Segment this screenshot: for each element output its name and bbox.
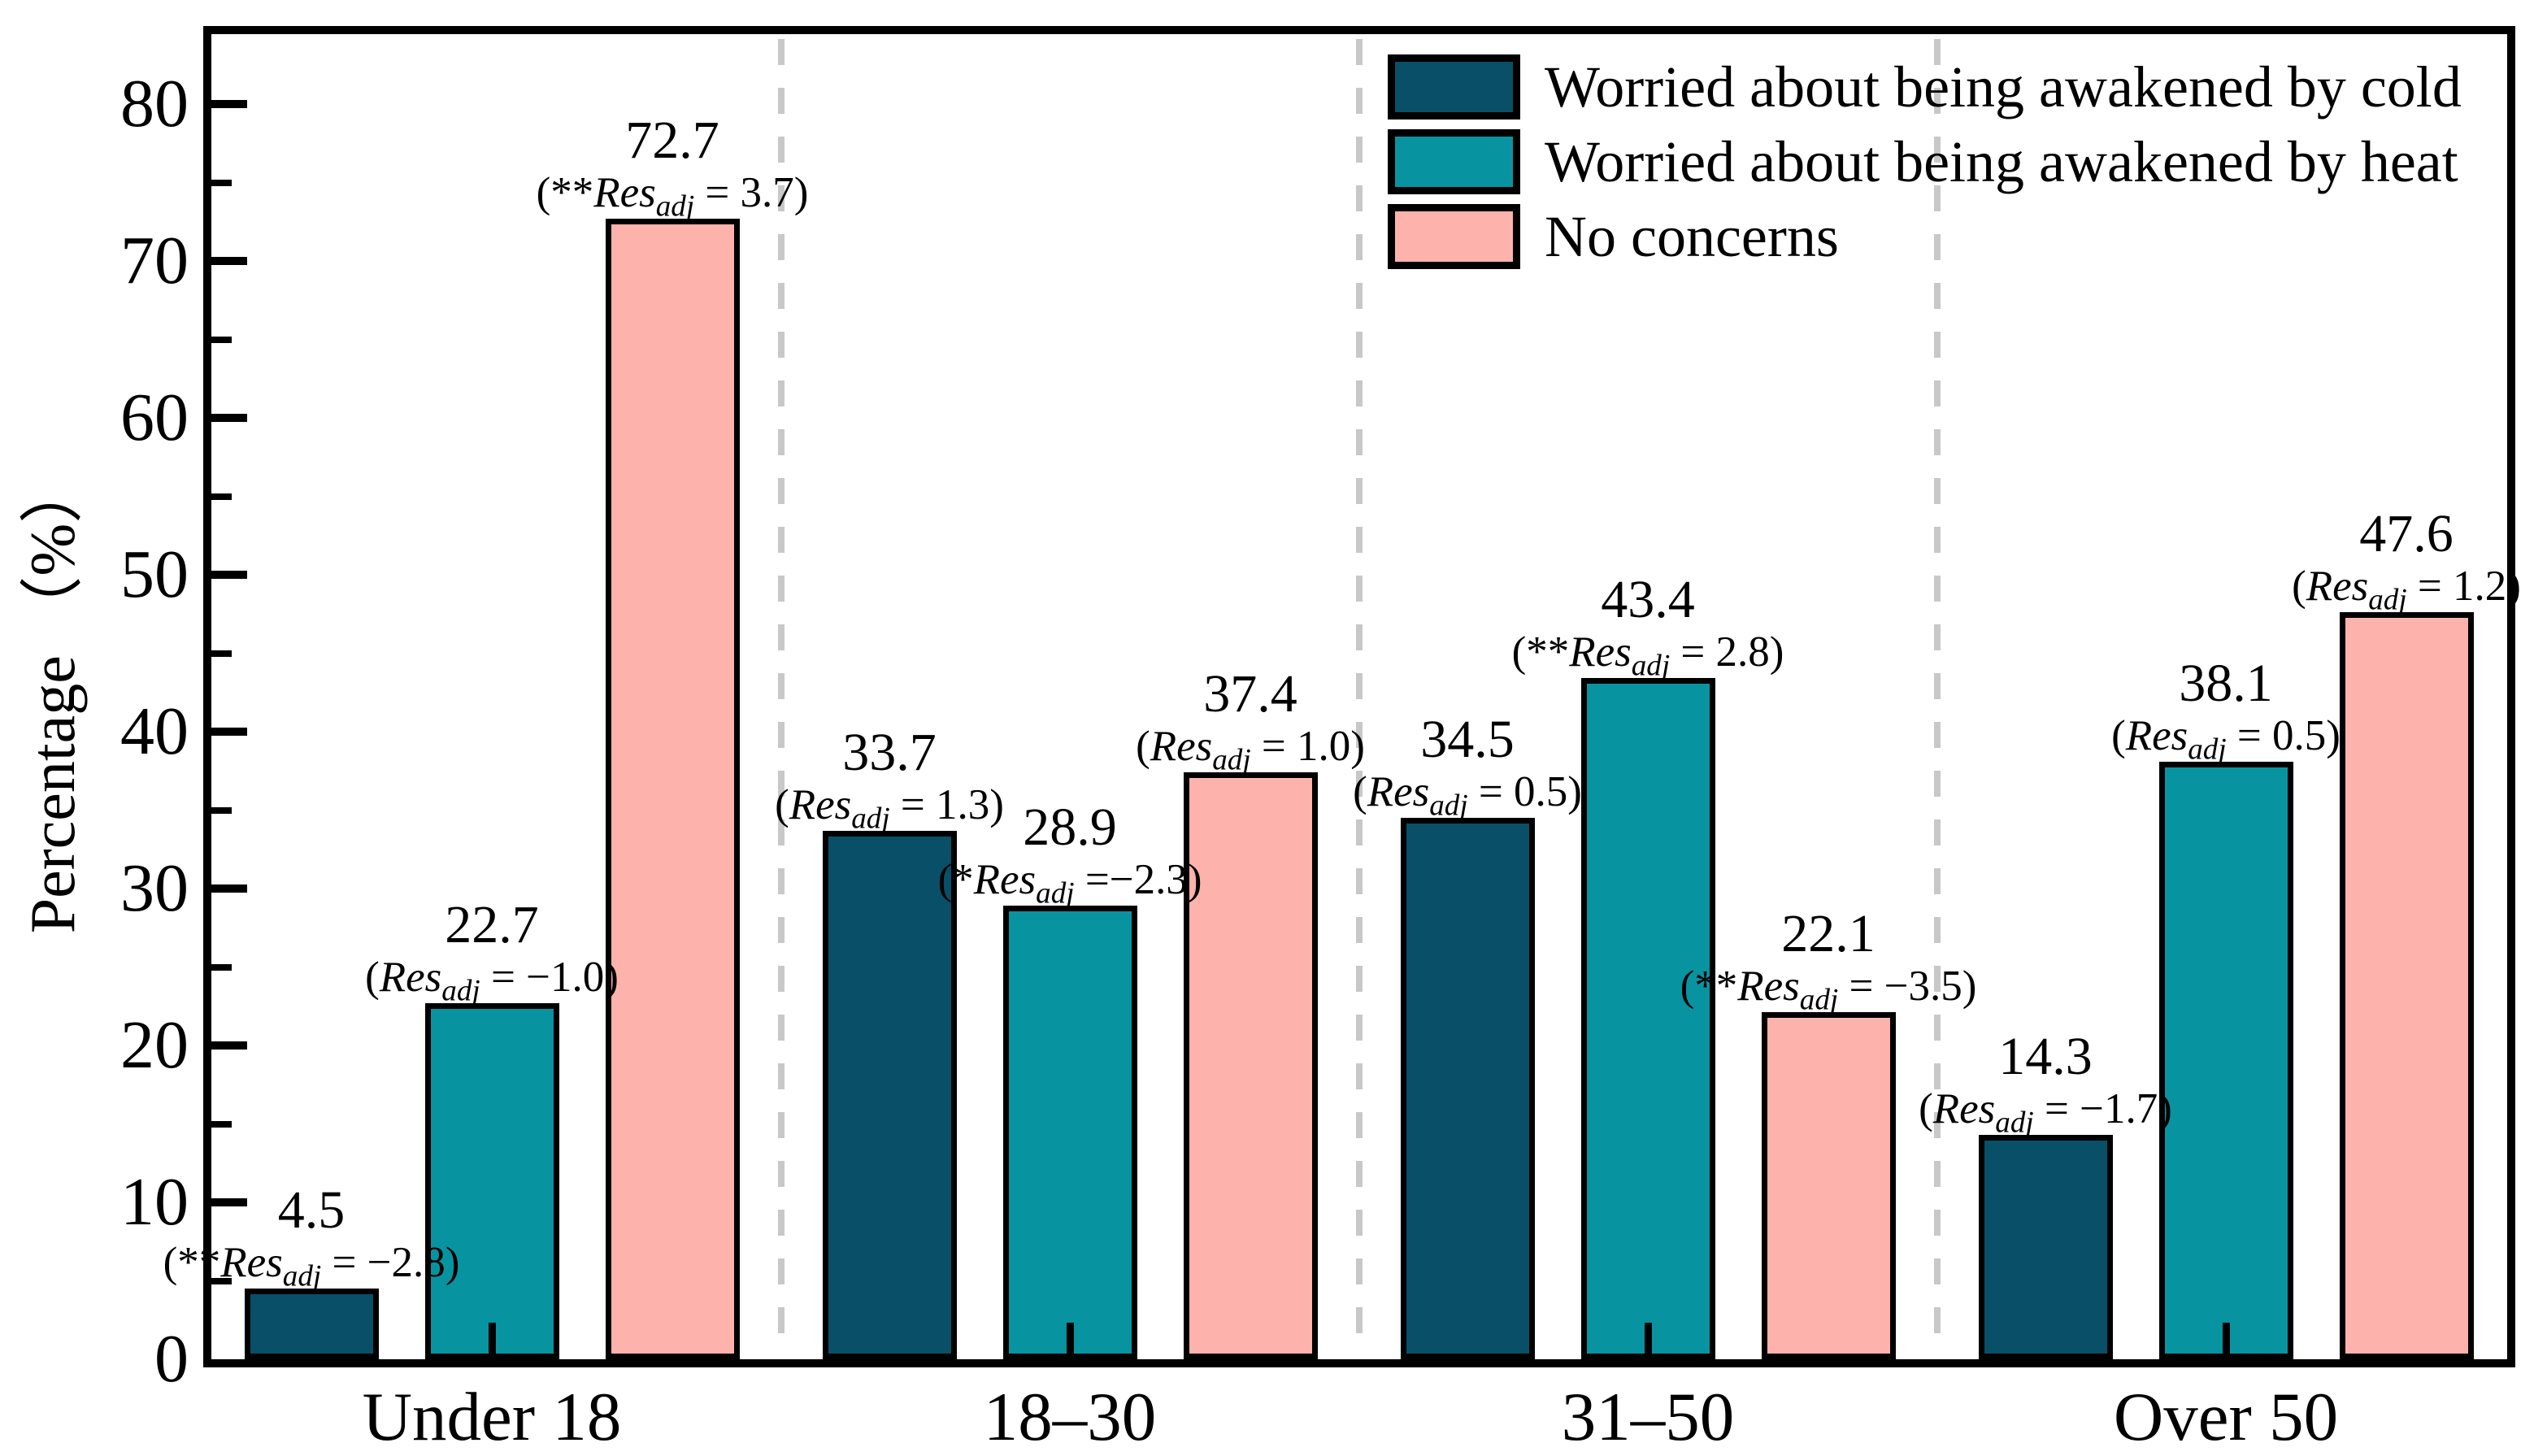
bar-label: 34.5 (Resadj = 0.5) — [1061, 710, 1874, 827]
bar-residual-annotation: (Resadj = 1.3) — [775, 780, 1004, 836]
y-axis-major-tick — [211, 728, 247, 736]
legend-item-cold: Worried about being awakened by cold — [1388, 54, 2462, 120]
bar — [2339, 612, 2474, 1359]
bar-value-label: 72.7 — [625, 110, 719, 170]
bar-label: 43.4 (**Resadj = 2.8) — [1241, 570, 2054, 687]
bar-label: 33.7 (Resadj = 1.3) — [483, 722, 1296, 840]
bar-residual-annotation: (**Resadj = 3.7) — [536, 168, 809, 224]
group-separator — [1934, 39, 1941, 1333]
plot-area-frame — [203, 26, 2515, 1367]
x-axis-tick — [1645, 1323, 1652, 1359]
legend-swatch-cold-icon — [1388, 54, 1520, 120]
bar — [424, 1002, 559, 1359]
y-axis-minor-tick — [211, 806, 232, 814]
y-axis-major-tick — [211, 100, 247, 108]
bar-label: 72.7 (**Resadj = 3.7) — [266, 110, 1079, 228]
y-axis-major-tick — [211, 414, 247, 422]
bar — [2158, 761, 2293, 1359]
y-axis-minor-tick — [211, 963, 232, 971]
bar-residual-annotation: (Resadj = 1.0) — [1136, 723, 1365, 777]
bar — [1580, 678, 1715, 1359]
bar — [1002, 906, 1137, 1359]
group-separator — [1356, 39, 1363, 1333]
y-axis-major-tick — [211, 1041, 247, 1050]
legend-label-cold: Worried about being awakened by cold — [1545, 54, 2462, 120]
y-tick-label: 30 — [120, 850, 189, 926]
bar — [1761, 1012, 1896, 1359]
bar-value-label: 38.1 — [2179, 653, 2273, 713]
bar-residual-annotation: (**Resadj = −3.5) — [1680, 963, 1977, 1018]
legend-item-no-concerns: No concerns — [1388, 204, 2462, 269]
bar-residual-annotation: (**Resadj = −2.8) — [163, 1239, 460, 1293]
bar-residual-annotation: (Resadj = 0.5) — [1353, 768, 1582, 823]
bar — [822, 830, 957, 1359]
bar-value-label: 47.6 — [2359, 504, 2454, 564]
bar — [1400, 818, 1535, 1359]
bar — [605, 218, 740, 1359]
bar-value-label: 22.1 — [1781, 904, 1875, 964]
bar-value-label: 28.9 — [1023, 798, 1117, 858]
bar-value-label: 43.4 — [1601, 570, 1695, 630]
bar — [244, 1289, 379, 1359]
y-tick-label: 40 — [120, 693, 189, 769]
bar-residual-annotation: (Resadj = −1.7) — [1919, 1085, 2172, 1140]
y-axis-major-tick — [211, 257, 247, 265]
x-category-label: 31–50 — [1561, 1379, 1735, 1455]
bar-label: 28.9 (*Resadj =−2.3) — [663, 798, 1476, 915]
bar — [1183, 772, 1318, 1359]
bar-residual-annotation: (Resadj = 1.2) — [2292, 563, 2521, 617]
x-category-label: Over 50 — [2113, 1379, 2339, 1455]
y-tick-label: 80 — [120, 66, 189, 141]
bar-label: 37.4 (Resadj = 1.0) — [844, 664, 1657, 781]
bar-label: 4.5 (**Resadj = −2.8) — [0, 1184, 718, 1297]
bar-value-label: 34.5 — [1420, 710, 1515, 770]
bar-value-label: 22.7 — [445, 894, 539, 954]
x-axis-tick — [489, 1323, 496, 1359]
y-axis-major-tick — [211, 1198, 247, 1206]
x-category-label: Under 18 — [362, 1379, 622, 1455]
y-axis-minor-tick — [211, 1277, 232, 1284]
bar — [1978, 1135, 2113, 1359]
x-axis-tick — [2223, 1323, 2230, 1359]
bar-value-label: 4.5 — [277, 1180, 346, 1241]
x-category-label: 18–30 — [983, 1379, 1157, 1455]
y-tick-label: 0 — [154, 1321, 189, 1397]
legend-label-heat: Worried about being awakened by heat — [1545, 129, 2458, 194]
y-axis-minor-tick — [211, 1120, 232, 1128]
bar-residual-annotation: (Resadj = −1.0) — [365, 953, 619, 1008]
bar-label: 22.1 (**Resadj = −3.5) — [1422, 904, 2235, 1021]
legend: Worried about being awakened by cold Wor… — [1388, 54, 2462, 279]
bar-value-label: 37.4 — [1203, 664, 1297, 724]
y-axis-minor-tick — [211, 336, 232, 343]
y-tick-label: 10 — [120, 1164, 189, 1240]
bar-value-label: 14.3 — [1998, 1027, 2093, 1086]
y-axis-major-tick — [211, 884, 247, 893]
y-axis-major-tick — [211, 571, 247, 579]
y-tick-label: 60 — [120, 380, 189, 455]
bar-residual-annotation: (**Resadj = 2.8) — [1511, 628, 1784, 683]
y-axis-minor-tick — [211, 650, 232, 657]
x-axis-tick — [1067, 1323, 1074, 1359]
bar-residual-annotation: (*Resadj =−2.3) — [937, 856, 1202, 911]
y-axis-title: Percentage （%） — [17, 459, 88, 934]
legend-swatch-heat-icon — [1388, 129, 1520, 194]
y-axis-minor-tick — [211, 179, 232, 186]
bar-label: 14.3 (Resadj = −1.7) — [1639, 1027, 2452, 1144]
group-separator — [778, 39, 785, 1333]
y-tick-label: 20 — [120, 1007, 189, 1083]
legend-item-heat: Worried about being awakened by heat — [1388, 129, 2462, 194]
y-axis-minor-tick — [211, 493, 232, 500]
y-tick-label: 50 — [120, 537, 189, 612]
bar-residual-annotation: (Resadj = 0.5) — [2111, 711, 2341, 767]
bar-label: 38.1 (Resadj = 0.5) — [1819, 653, 2547, 771]
bar-label: 47.6 (Resadj = 1.2) — [2000, 504, 2547, 621]
bar-value-label: 33.7 — [842, 722, 937, 782]
legend-label-no-concerns: No concerns — [1545, 204, 1839, 269]
y-tick-label: 70 — [120, 223, 189, 298]
legend-swatch-no-concerns-icon — [1388, 204, 1520, 269]
bar-label: 22.7 (Resadj = −1.0) — [85, 894, 898, 1012]
